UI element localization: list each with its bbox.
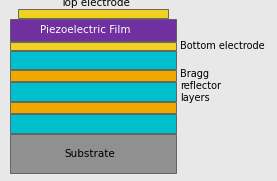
Bar — [10, 70, 176, 81]
Bar — [10, 82, 176, 101]
Bar — [10, 51, 176, 69]
Text: Piezoelectric Film: Piezoelectric Film — [40, 25, 130, 35]
Bar — [10, 114, 176, 133]
Text: Bragg
reflector
layers: Bragg reflector layers — [180, 69, 221, 103]
Bar — [10, 102, 176, 113]
Bar — [18, 9, 168, 18]
Bar — [10, 42, 176, 50]
Bar — [10, 19, 176, 41]
Bar — [10, 134, 176, 173]
Text: Substrate: Substrate — [65, 149, 116, 159]
Text: Bottom electrode: Bottom electrode — [180, 41, 265, 51]
Text: Top electrode: Top electrode — [60, 0, 130, 8]
